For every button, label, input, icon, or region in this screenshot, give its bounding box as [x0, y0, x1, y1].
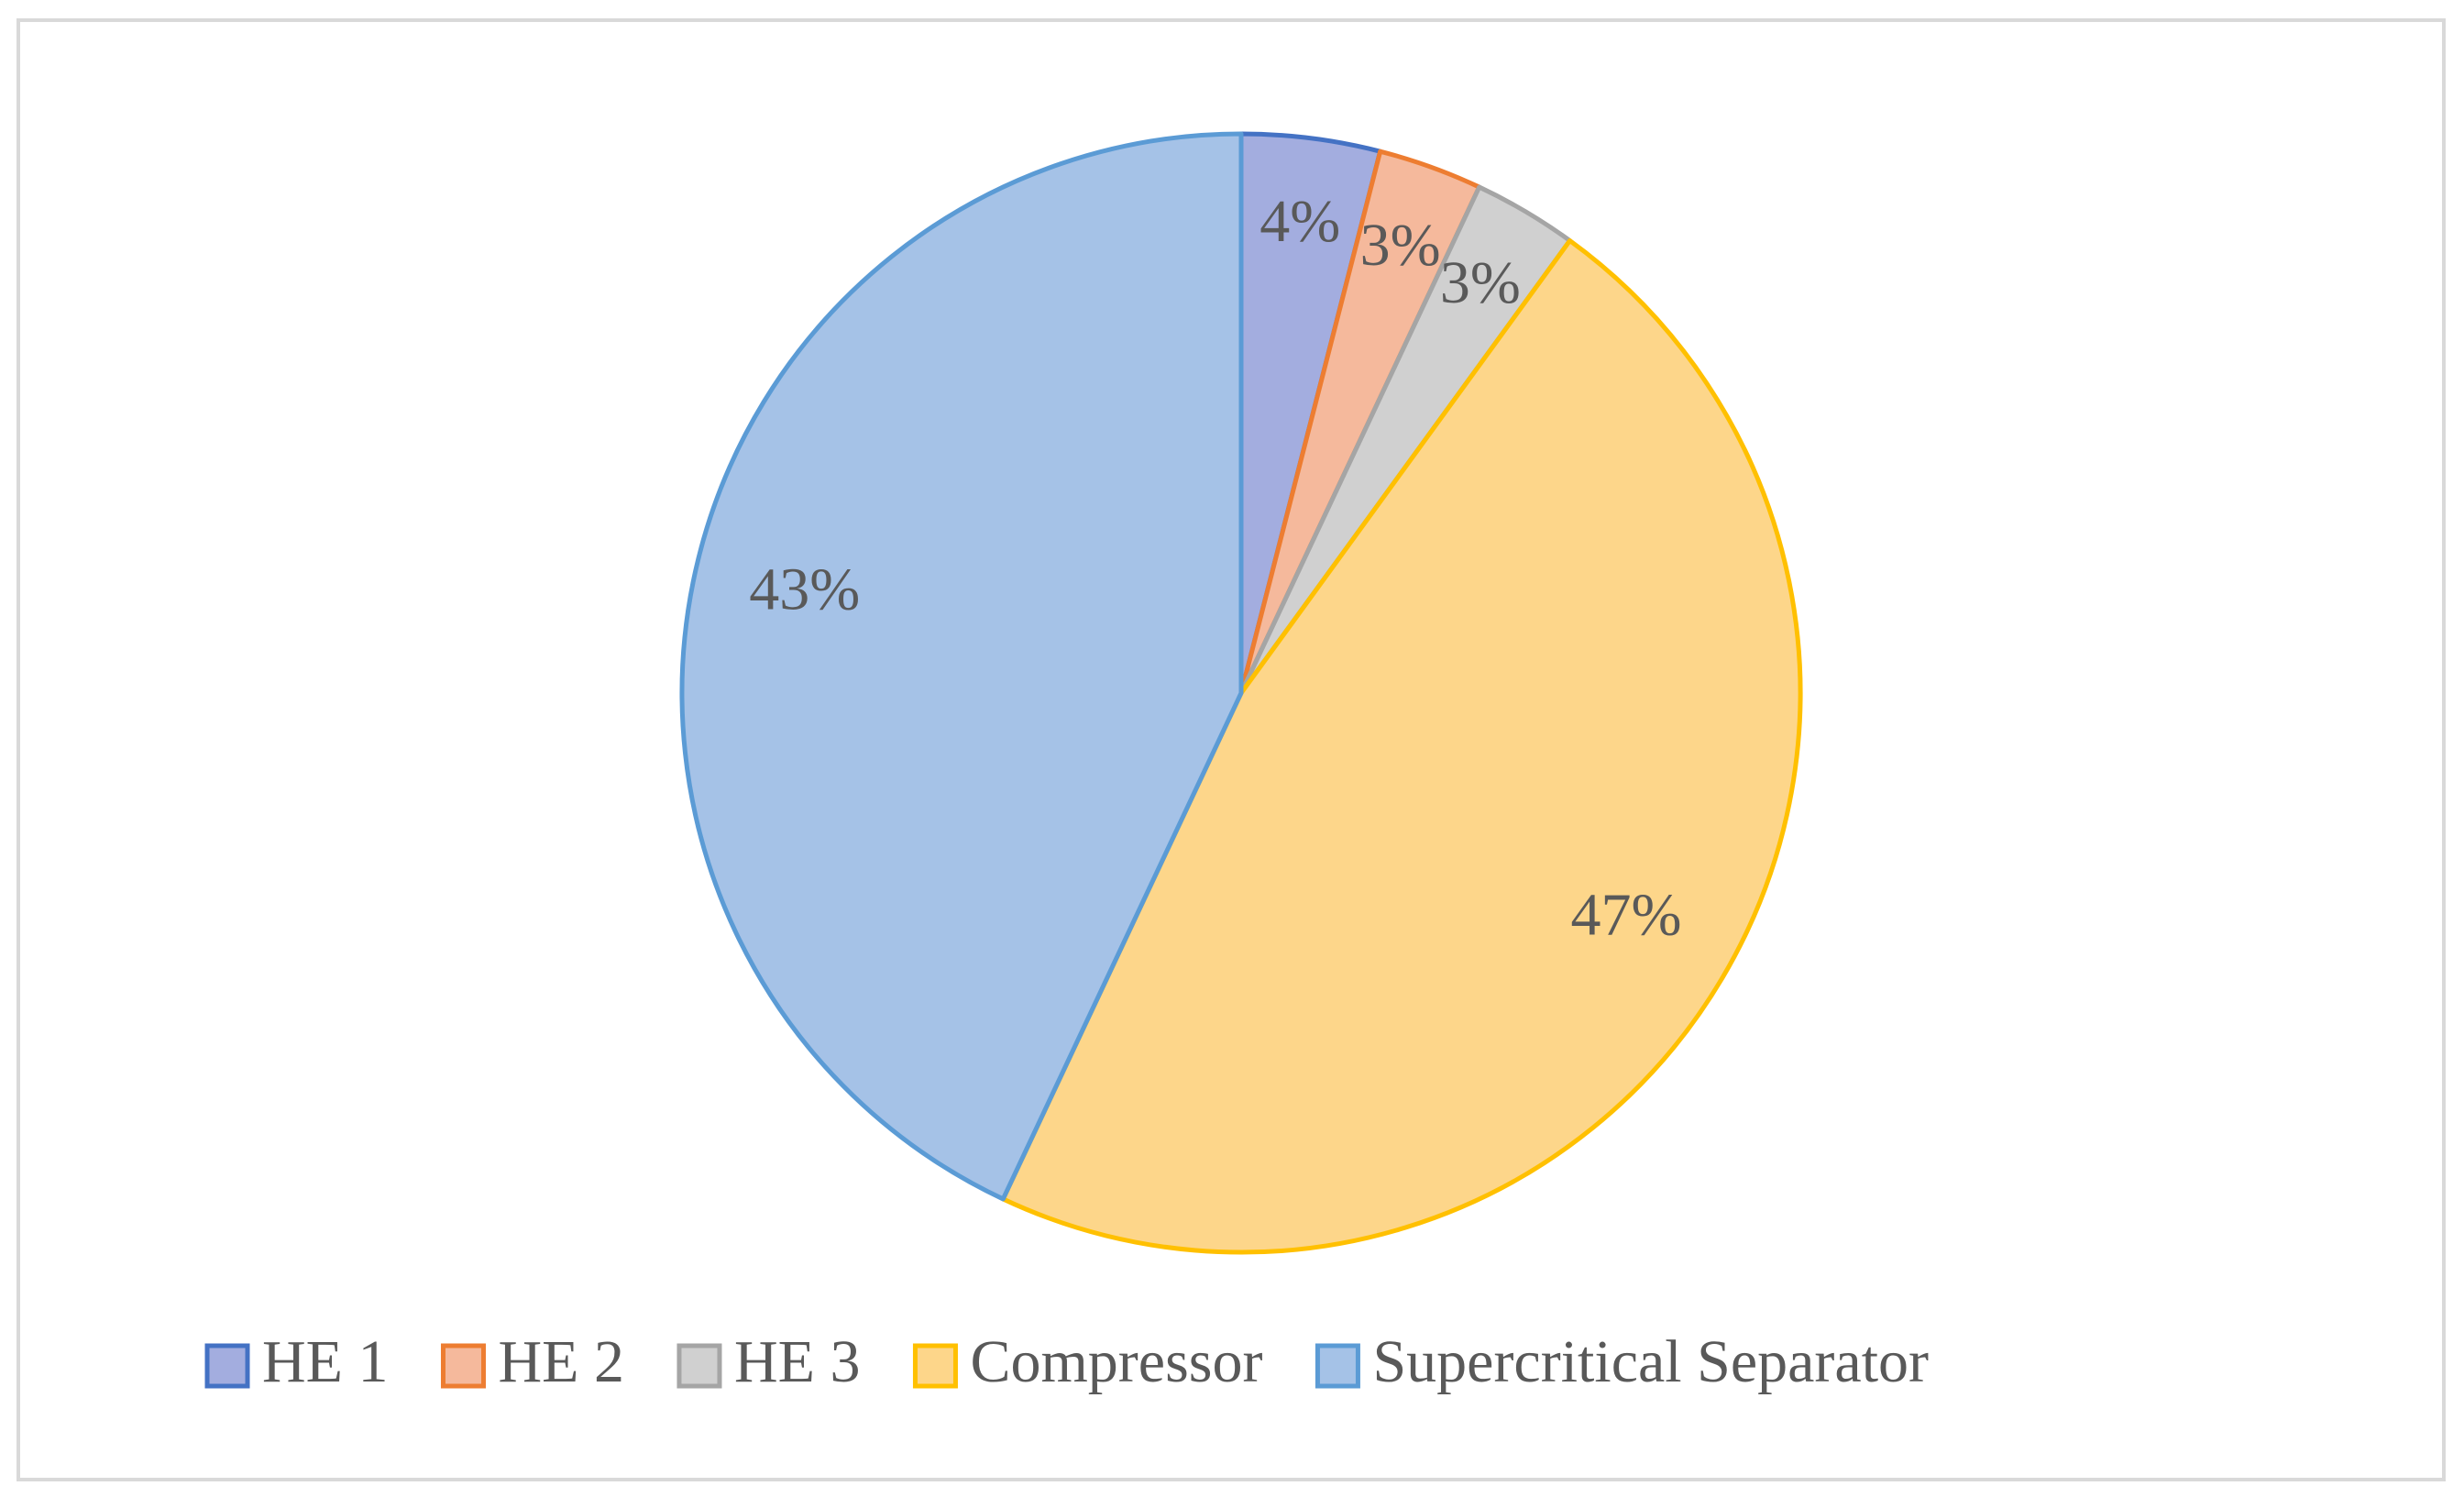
legend-label: Supercritical Separator [1372, 1328, 1929, 1395]
data-label: 43% [749, 556, 860, 623]
data-label: 47% [1571, 882, 1682, 949]
legend-swatch [204, 1343, 250, 1389]
legend-label: HE 1 [262, 1328, 388, 1395]
data-label: 3% [1440, 249, 1521, 316]
pie-slice [1000, 238, 1803, 1255]
data-label: 3% [1360, 212, 1441, 279]
legend-swatch [912, 1343, 958, 1389]
legend-swatch [440, 1343, 486, 1389]
legend-label: Compressor [970, 1328, 1262, 1395]
data-label: 4% [1260, 188, 1340, 255]
legend-label: HE 3 [734, 1328, 860, 1395]
legend-label: HE 2 [498, 1328, 623, 1395]
pie-slice [679, 131, 1244, 1202]
legend-swatch [676, 1343, 722, 1389]
legend-swatch [1314, 1343, 1360, 1389]
